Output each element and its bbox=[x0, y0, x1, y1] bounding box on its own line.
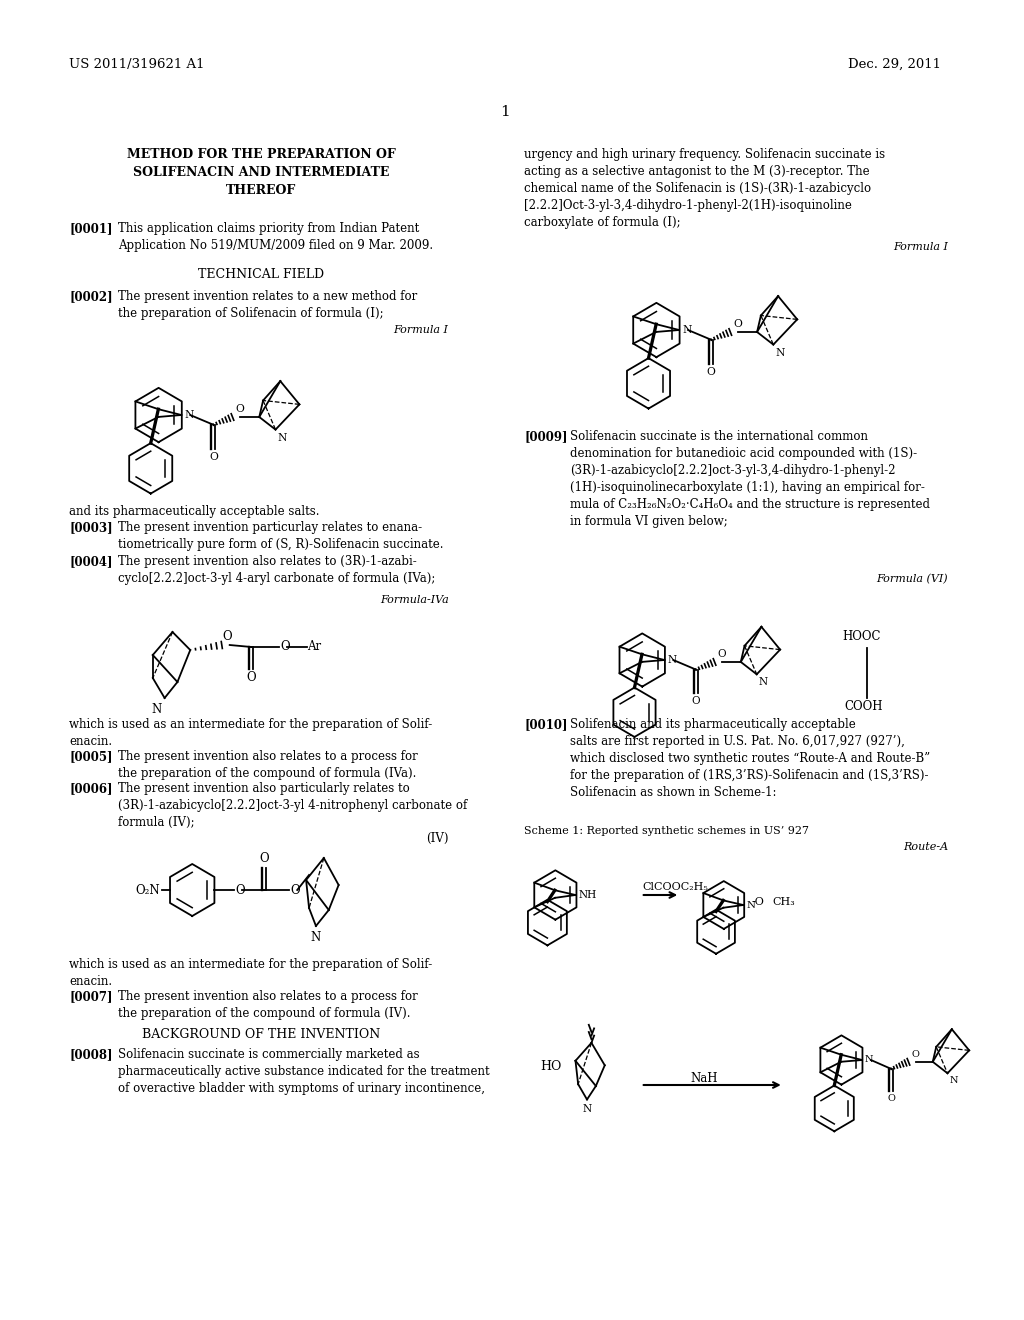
Text: O: O bbox=[691, 697, 700, 706]
Text: O: O bbox=[259, 851, 268, 865]
Text: Route-A: Route-A bbox=[903, 842, 948, 851]
Text: N: N bbox=[775, 347, 784, 358]
Text: O: O bbox=[887, 1094, 895, 1102]
Text: ClCOOC₂H₅: ClCOOC₂H₅ bbox=[643, 882, 709, 892]
Text: This application claims priority from Indian Patent
Application No 519/MUM/2009 : This application claims priority from In… bbox=[119, 222, 433, 252]
Text: O: O bbox=[291, 883, 300, 896]
Text: [0004]: [0004] bbox=[69, 554, 113, 568]
Text: [0005]: [0005] bbox=[69, 750, 113, 763]
Text: which is used as an intermediate for the preparation of Solif-
enacin.: which is used as an intermediate for the… bbox=[69, 958, 432, 987]
Text: N: N bbox=[583, 1105, 592, 1114]
Text: O: O bbox=[280, 640, 290, 653]
Text: The present invention relates to a new method for
the preparation of Solifenacin: The present invention relates to a new m… bbox=[119, 290, 418, 319]
Text: Solifenacin succinate is the international common
denomination for butanedioic a: Solifenacin succinate is the internation… bbox=[569, 430, 930, 528]
Text: and its pharmaceutically acceptable salts.: and its pharmaceutically acceptable salt… bbox=[69, 506, 319, 517]
Text: N: N bbox=[278, 433, 287, 442]
Text: US 2011/319621 A1: US 2011/319621 A1 bbox=[69, 58, 205, 71]
Text: NaH: NaH bbox=[690, 1072, 718, 1085]
Text: Ar: Ar bbox=[307, 640, 322, 653]
Text: CH₃: CH₃ bbox=[773, 898, 796, 907]
Text: O: O bbox=[236, 883, 245, 896]
Text: O: O bbox=[733, 319, 742, 329]
Text: The present invention also relates to a process for
the preparation of the compo: The present invention also relates to a … bbox=[119, 750, 418, 780]
Text: O: O bbox=[718, 649, 726, 659]
Text: O₂N: O₂N bbox=[135, 883, 160, 896]
Text: NH: NH bbox=[579, 890, 597, 900]
Text: [0009]: [0009] bbox=[524, 430, 568, 444]
Text: [0002]: [0002] bbox=[69, 290, 113, 304]
Text: O: O bbox=[911, 1049, 920, 1059]
Text: O: O bbox=[707, 367, 716, 378]
Text: [0003]: [0003] bbox=[69, 521, 113, 535]
Text: N: N bbox=[949, 1076, 958, 1085]
Text: Formula I: Formula I bbox=[893, 242, 948, 252]
Text: N: N bbox=[668, 655, 677, 665]
Text: [0001]: [0001] bbox=[69, 222, 113, 235]
Text: N: N bbox=[184, 411, 194, 420]
Text: N: N bbox=[865, 1056, 873, 1064]
Text: O: O bbox=[236, 404, 245, 414]
Text: -O: -O bbox=[752, 898, 764, 907]
Text: COOH: COOH bbox=[845, 700, 884, 713]
Text: (IV): (IV) bbox=[426, 832, 449, 845]
Text: The present invention also particularly relates to
(3R)-1-azabicyclo[2.2.2]oct-3: The present invention also particularly … bbox=[119, 781, 468, 829]
Text: [0010]: [0010] bbox=[524, 718, 568, 731]
Text: O: O bbox=[209, 451, 218, 462]
Text: Solifenacin succinate is commercially marketed as
pharmaceutically active substa: Solifenacin succinate is commercially ma… bbox=[119, 1048, 489, 1096]
Text: TECHNICAL FIELD: TECHNICAL FIELD bbox=[199, 268, 325, 281]
Text: METHOD FOR THE PREPARATION OF
SOLIFENACIN AND INTERMEDIATE
THEREOF: METHOD FOR THE PREPARATION OF SOLIFENACI… bbox=[127, 148, 395, 197]
Text: N: N bbox=[759, 677, 768, 688]
Text: Formula I: Formula I bbox=[393, 325, 449, 335]
Text: The present invention particurlay relates to enana-
tiometrically pure form of (: The present invention particurlay relate… bbox=[119, 521, 443, 550]
Text: N: N bbox=[311, 931, 322, 944]
Text: HO: HO bbox=[541, 1060, 561, 1073]
Text: HOOC: HOOC bbox=[843, 630, 882, 643]
Text: Solifenacin and its pharmaceutically acceptable
salts are first reported in U.S.: Solifenacin and its pharmaceutically acc… bbox=[569, 718, 930, 799]
Text: Formula-IVa: Formula-IVa bbox=[380, 595, 449, 605]
Text: BACKGROUND OF THE INVENTION: BACKGROUND OF THE INVENTION bbox=[142, 1028, 380, 1041]
Text: [0007]: [0007] bbox=[69, 990, 113, 1003]
Text: Formula (VI): Formula (VI) bbox=[877, 574, 948, 585]
Text: The present invention also relates to a process for
the preparation of the compo: The present invention also relates to a … bbox=[119, 990, 418, 1020]
Text: which is used as an intermediate for the preparation of Solif-
enacin.: which is used as an intermediate for the… bbox=[69, 718, 432, 748]
Text: N: N bbox=[746, 900, 756, 909]
Text: N: N bbox=[152, 704, 162, 715]
Text: [0006]: [0006] bbox=[69, 781, 113, 795]
Text: N: N bbox=[682, 325, 691, 335]
Text: O: O bbox=[223, 630, 232, 643]
Text: urgency and high urinary frequency. Solifenacin succinate is
acting as a selecti: urgency and high urinary frequency. Soli… bbox=[524, 148, 886, 228]
Text: Dec. 29, 2011: Dec. 29, 2011 bbox=[848, 58, 941, 71]
Text: O: O bbox=[247, 671, 256, 684]
Text: [0008]: [0008] bbox=[69, 1048, 113, 1061]
Text: 1: 1 bbox=[500, 106, 510, 119]
Text: Scheme 1: Reported synthetic schemes in US’ 927: Scheme 1: Reported synthetic schemes in … bbox=[524, 826, 809, 836]
Text: The present invention also relates to (3R)-1-azabi-
cyclo[2.2.2]oct-3-yl 4-aryl : The present invention also relates to (3… bbox=[119, 554, 435, 585]
